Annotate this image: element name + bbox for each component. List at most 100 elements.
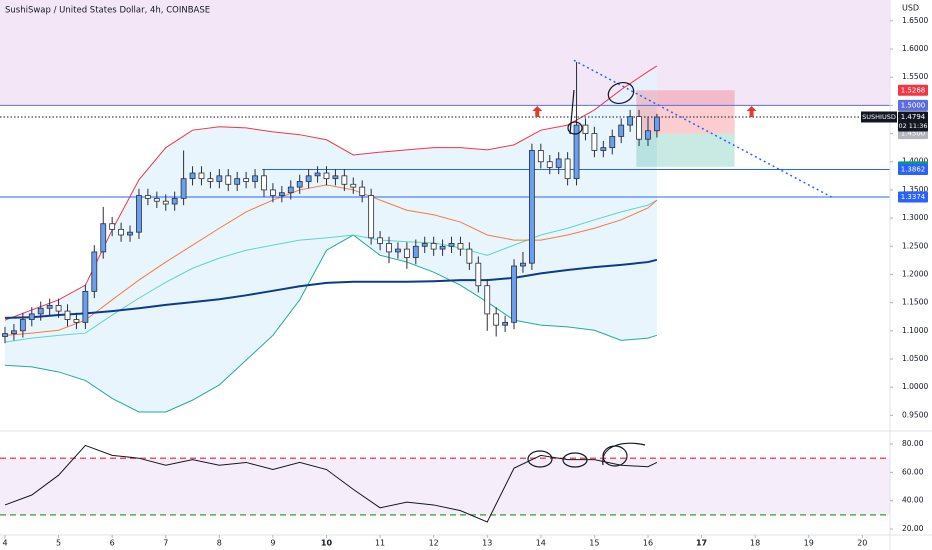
candle-body <box>28 313 35 320</box>
hand-ellipse <box>527 450 553 468</box>
reward-box <box>636 133 735 167</box>
candle-body <box>359 186 366 196</box>
y-tick-label: 1.2500 <box>902 241 928 250</box>
price-tag-label: 1.3862 <box>901 166 926 174</box>
price-tag-label: 1.4500 <box>901 130 926 138</box>
rsi-y-tick-label: 40.00 <box>902 496 924 505</box>
price-tag-label: 1.5268 <box>901 86 926 94</box>
candle-body <box>296 181 303 188</box>
candle-body <box>91 251 98 292</box>
candle-body <box>118 228 124 236</box>
candle-body <box>341 175 348 185</box>
countdown-label: 02 11:36 <box>898 122 927 130</box>
candle-body <box>502 321 509 326</box>
candle-body <box>323 172 330 180</box>
currency-label: USD <box>902 4 919 13</box>
x-tick-label: 13 <box>482 539 492 548</box>
rsi-band <box>0 458 890 515</box>
candle-body <box>198 172 205 180</box>
x-tick-label: 8 <box>217 539 222 548</box>
x-tick-label: 19 <box>804 539 814 548</box>
candle-body <box>511 265 517 323</box>
hand-ellipse <box>607 82 635 104</box>
candle-body <box>270 189 276 196</box>
candle-body <box>609 135 616 149</box>
candle-body <box>555 158 562 168</box>
y-tick-label: 1.3500 <box>902 185 928 194</box>
x-tick-label: 18 <box>750 539 760 548</box>
y-tick-label: 1.2000 <box>902 269 928 278</box>
y-tick-label: 1.6500 <box>902 16 928 25</box>
candle-body <box>216 175 223 182</box>
rsi-pane <box>0 444 890 523</box>
y-tick-label: 1.5500 <box>902 72 928 81</box>
candle-body <box>225 175 232 185</box>
candle-body <box>475 262 482 287</box>
candle-body <box>73 319 80 323</box>
candle-body <box>484 285 491 315</box>
candle-body <box>243 178 250 182</box>
candle-body <box>37 307 44 315</box>
candle-body <box>573 124 580 180</box>
candle-body <box>144 195 151 199</box>
x-tick-label: 14 <box>536 539 546 548</box>
candle-body <box>189 172 196 180</box>
x-tick-label: 12 <box>429 539 439 548</box>
price-tag <box>898 164 928 176</box>
candle-body <box>11 330 17 335</box>
price-tag-label: 1.5000 <box>901 101 926 109</box>
x-tick-label: 7 <box>163 539 168 548</box>
candle-body <box>19 319 26 332</box>
candle-body <box>64 310 71 320</box>
band-lower <box>4 234 658 413</box>
candle-body <box>314 172 321 177</box>
candle-body <box>127 231 133 236</box>
candle-body <box>403 248 410 258</box>
rsi-y-tick-label: 20.00 <box>902 524 924 533</box>
candle-body <box>591 133 598 151</box>
candle-body <box>350 183 357 188</box>
trendline <box>573 59 833 198</box>
price-tag-label: 1.3374 <box>901 193 926 201</box>
candle-body <box>466 248 473 264</box>
candle-body <box>305 175 312 182</box>
candle-body <box>395 248 401 253</box>
x-tick-label: 5 <box>56 539 61 548</box>
candle-body <box>162 200 169 205</box>
risk-box <box>636 90 735 134</box>
candle-body <box>537 150 544 163</box>
x-tick-label: 15 <box>589 539 599 548</box>
candle-body <box>82 290 89 323</box>
candle-body <box>368 195 375 239</box>
candle-body <box>46 305 53 309</box>
candle-body <box>493 313 500 326</box>
hand-ellipse <box>602 445 628 467</box>
candle-body <box>377 237 383 244</box>
candle-body <box>546 161 553 168</box>
candle-body <box>261 175 267 191</box>
candle-body <box>278 192 285 196</box>
moving-average <box>4 199 658 343</box>
price-tag <box>898 99 928 111</box>
candle-body <box>55 305 62 312</box>
candle-body <box>386 243 392 253</box>
signal-arrow <box>746 106 757 118</box>
candle-body <box>252 175 258 182</box>
x-tick-label: 9 <box>270 539 275 548</box>
moving-average <box>4 184 658 336</box>
candle-body <box>421 243 428 247</box>
candle-body <box>207 178 214 182</box>
chart-title: SushiSwap / United States Dollar, 4h, CO… <box>5 6 210 16</box>
signal-arrow <box>532 106 543 118</box>
candle-body <box>439 245 446 250</box>
y-tick-label: 1.0500 <box>902 354 928 363</box>
symbol-tag <box>861 111 897 123</box>
hand-stroke <box>569 89 575 135</box>
candle-body <box>136 195 142 233</box>
hand-ellipse <box>562 452 588 468</box>
candle-body <box>171 197 178 205</box>
drawings <box>527 82 646 468</box>
x-tick-label: 11 <box>375 539 385 548</box>
candle-body <box>2 333 8 337</box>
